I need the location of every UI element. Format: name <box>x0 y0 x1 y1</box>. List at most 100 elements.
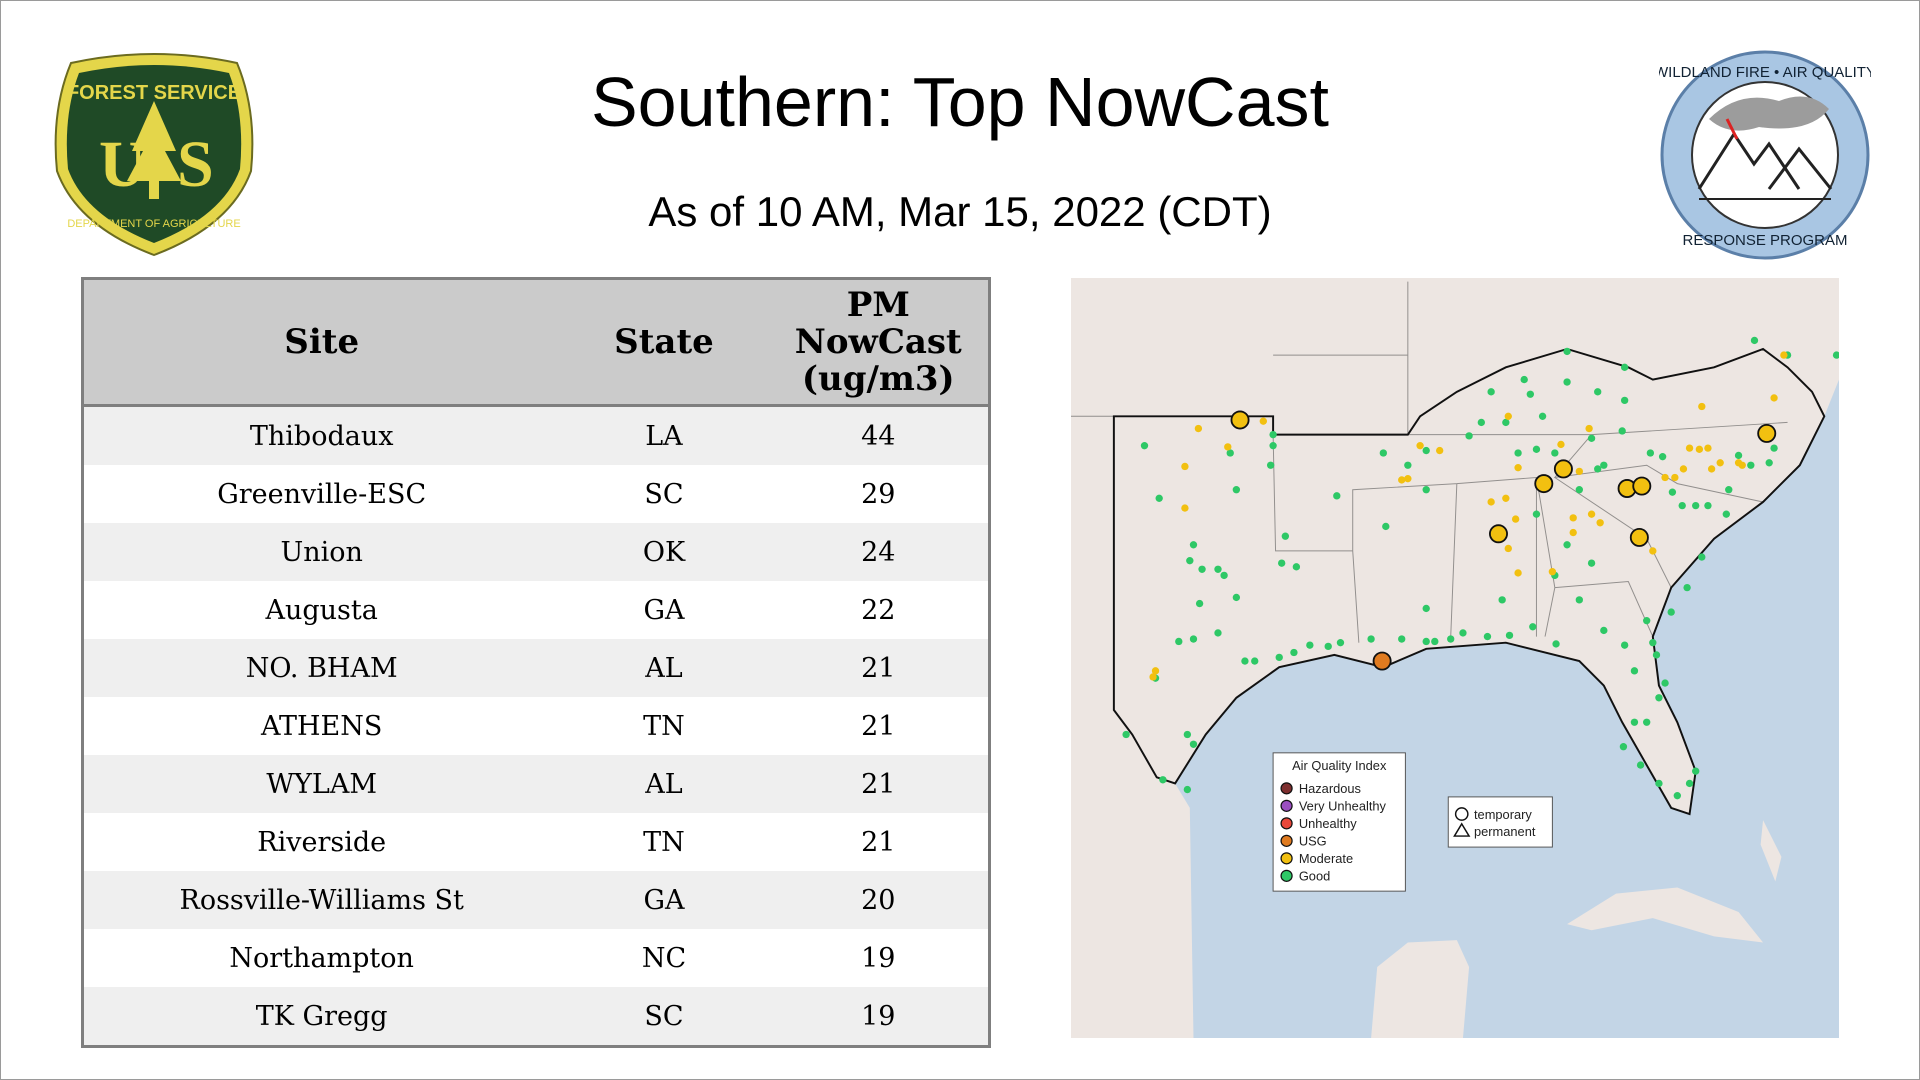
site-marker-good[interactable] <box>1189 635 1198 643</box>
site-marker-good[interactable] <box>1422 637 1430 646</box>
site-marker-good[interactable] <box>1587 559 1596 567</box>
site-marker-good[interactable] <box>1620 363 1629 372</box>
site-marker-good[interactable] <box>1673 792 1681 800</box>
site-marker-moderate-top[interactable] <box>1553 459 1573 479</box>
site-marker-good[interactable] <box>1122 730 1130 739</box>
site-marker-good[interactable] <box>1324 642 1332 651</box>
site-marker-good[interactable] <box>1770 444 1778 452</box>
site-marker-moderate-top[interactable] <box>1632 476 1652 496</box>
site-marker-good[interactable] <box>1275 653 1283 662</box>
site-marker-good[interactable] <box>1483 632 1492 641</box>
site-marker-good[interactable] <box>1155 494 1163 502</box>
site-marker-good[interactable] <box>1266 461 1275 469</box>
site-marker-good[interactable] <box>1269 441 1277 450</box>
site-marker-good[interactable] <box>1630 667 1639 675</box>
site-marker-good[interactable] <box>1382 522 1390 531</box>
site-marker-good[interactable] <box>1734 451 1743 460</box>
site-marker-good[interactable] <box>1765 459 1773 467</box>
site-marker-moderate[interactable] <box>1504 544 1512 553</box>
site-marker-good[interactable] <box>1620 396 1629 405</box>
site-marker-good[interactable] <box>1587 434 1596 442</box>
site-marker-moderate[interactable] <box>1649 547 1657 555</box>
site-marker-moderate[interactable] <box>1224 443 1232 451</box>
site-marker-good[interactable] <box>1532 445 1541 454</box>
site-marker-moderate[interactable] <box>1569 528 1577 537</box>
site-marker-moderate[interactable] <box>1487 498 1495 506</box>
site-marker-good[interactable] <box>1214 629 1222 637</box>
site-marker-moderate[interactable] <box>1181 462 1189 471</box>
site-marker-good[interactable] <box>1195 599 1204 608</box>
site-marker-good[interactable] <box>1630 718 1639 726</box>
site-marker-good[interactable] <box>1594 465 1602 473</box>
site-marker-good[interactable] <box>1447 635 1455 643</box>
site-marker-moderate[interactable] <box>1398 476 1406 484</box>
site-marker-good[interactable] <box>1563 378 1571 386</box>
site-marker-good[interactable] <box>1232 593 1241 602</box>
site-marker-moderate[interactable] <box>1504 412 1512 420</box>
site-marker-moderate[interactable] <box>1514 569 1522 577</box>
site-marker-good[interactable] <box>1636 761 1645 769</box>
site-marker-good[interactable] <box>1465 432 1473 440</box>
site-marker-moderate[interactable] <box>1404 475 1412 483</box>
site-marker-good[interactable] <box>1159 776 1167 784</box>
site-marker-good[interactable] <box>1551 449 1559 457</box>
site-marker-good[interactable] <box>1232 486 1241 494</box>
site-marker-good[interactable] <box>1514 449 1522 457</box>
site-marker-good[interactable] <box>1241 657 1249 665</box>
site-marker-moderate[interactable] <box>1707 465 1716 473</box>
site-marker-moderate[interactable] <box>1502 494 1510 502</box>
site-marker-good[interactable] <box>1594 388 1602 396</box>
site-marker-good[interactable] <box>1832 351 1839 359</box>
site-marker-good[interactable] <box>1661 679 1669 687</box>
site-marker-good[interactable] <box>1619 743 1628 751</box>
site-marker-good[interactable] <box>1422 604 1430 613</box>
site-marker-moderate[interactable] <box>1596 519 1604 527</box>
site-marker-good[interactable] <box>1685 779 1694 788</box>
site-marker-moderate[interactable] <box>1511 515 1520 523</box>
site-marker-moderate[interactable] <box>1575 467 1583 476</box>
site-marker-good[interactable] <box>1655 779 1663 788</box>
site-marker-moderate[interactable] <box>1738 461 1746 469</box>
site-marker-moderate[interactable] <box>1661 473 1669 482</box>
site-marker-moderate[interactable] <box>1679 465 1688 473</box>
site-marker-good[interactable] <box>1600 461 1608 469</box>
site-marker-moderate[interactable] <box>1704 444 1712 452</box>
site-marker-moderate[interactable] <box>1149 673 1157 681</box>
site-marker-good[interactable] <box>1306 641 1314 649</box>
site-marker-good[interactable] <box>1526 390 1535 398</box>
site-marker-good[interactable] <box>1698 553 1706 561</box>
site-marker-good[interactable] <box>1198 565 1206 573</box>
site-marker-good[interactable] <box>1226 449 1234 457</box>
site-marker-good[interactable] <box>1649 639 1657 647</box>
site-marker-good[interactable] <box>1678 501 1686 510</box>
site-marker-good[interactable] <box>1278 559 1286 567</box>
site-marker-moderate[interactable] <box>1587 510 1596 518</box>
site-marker-good[interactable] <box>1643 617 1651 625</box>
site-marker-good[interactable] <box>1646 449 1655 457</box>
site-marker-good[interactable] <box>1183 785 1192 794</box>
site-marker-moderate[interactable] <box>1151 667 1160 675</box>
site-marker-moderate[interactable] <box>1514 464 1522 472</box>
site-marker-moderate-top[interactable] <box>1534 474 1554 494</box>
site-marker-moderate-top[interactable] <box>1757 423 1777 443</box>
site-marker-good[interactable] <box>1498 596 1506 604</box>
site-marker-usg-top[interactable] <box>1372 651 1392 671</box>
site-marker-good[interactable] <box>1502 418 1510 427</box>
site-marker-good[interactable] <box>1722 510 1730 518</box>
site-marker-moderate[interactable] <box>1436 446 1444 455</box>
site-marker-good[interactable] <box>1563 541 1571 549</box>
site-marker-good[interactable] <box>1538 412 1547 420</box>
site-marker-good[interactable] <box>1220 571 1228 580</box>
site-marker-moderate[interactable] <box>1695 445 1704 454</box>
site-marker-good[interactable] <box>1505 631 1514 640</box>
site-marker-good[interactable] <box>1431 637 1439 646</box>
site-marker-moderate-top[interactable] <box>1230 410 1250 430</box>
site-marker-good[interactable] <box>1529 623 1537 631</box>
site-marker-good[interactable] <box>1214 565 1222 573</box>
site-marker-moderate[interactable] <box>1585 424 1593 433</box>
site-marker-good[interactable] <box>1459 629 1467 637</box>
site-marker-good[interactable] <box>1655 694 1663 702</box>
site-marker-good[interactable] <box>1532 510 1541 518</box>
site-marker-good[interactable] <box>1175 637 1183 646</box>
site-marker-moderate[interactable] <box>1671 473 1679 482</box>
